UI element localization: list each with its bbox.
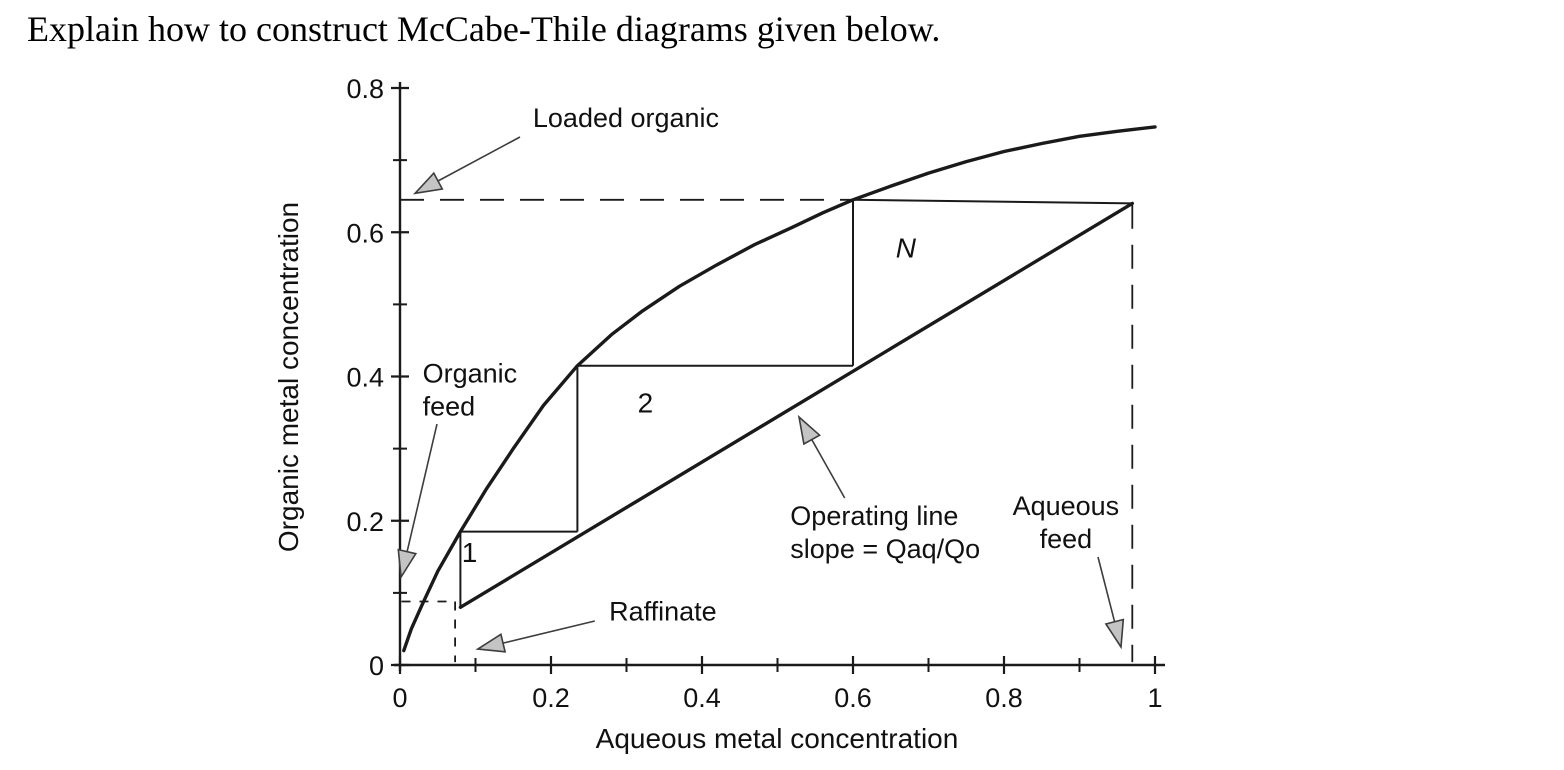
raffinate-arrow-line <box>502 620 595 644</box>
x-tick-label: 0.6 <box>834 683 872 713</box>
stage-label-N: N <box>896 233 917 264</box>
aqueous-feed-arrowhead-icon <box>1104 618 1125 650</box>
loaded-organic-arrowhead-icon <box>412 171 444 195</box>
raffinate-label-line: Raffinate <box>609 596 717 626</box>
y-axis-title: Organic metal concentration <box>273 202 304 552</box>
x-axis-title: Aqueous metal concentration <box>596 723 959 754</box>
x-tick-label: 1 <box>1147 683 1162 713</box>
organic-feed-label-line: Organic <box>423 358 518 388</box>
annotation-organic-feed: Organic feed <box>397 358 518 580</box>
operating-line-label-arrow-line <box>811 439 846 499</box>
organic-feed-label-line: feed <box>423 391 476 421</box>
x-tick-label: 0.8 <box>985 683 1023 713</box>
y-tick-label: 0 <box>369 651 384 681</box>
axis-tick-labels: 0 0.2 0.4 0.6 0.8 1 0 0.2 0.4 0.6 0.8 <box>346 74 1162 713</box>
y-tick-label: 0.6 <box>346 218 384 248</box>
y-tick-label: 0.2 <box>346 507 384 537</box>
operating-line-label-label-line: slope = Qaq/Qo <box>790 534 980 564</box>
stage-label-1: 1 <box>462 537 478 568</box>
operating-line-label-label-line: Operating line <box>790 501 958 531</box>
stage-label-2: 2 <box>638 388 654 419</box>
y-tick-label: 0.8 <box>346 74 384 104</box>
annotation-operating-line-label: Operating line slope = Qaq/Qo <box>790 414 980 564</box>
stage-step-line <box>852 198 1133 205</box>
aqueous-feed-arrow-line <box>1097 556 1116 622</box>
organic-feed-label: Organic feed <box>423 358 518 421</box>
annotation-raffinate: Raffinate <box>475 596 717 653</box>
annotation-aqueous-feed: Aqueous feed <box>1013 491 1125 650</box>
question-text: Explain how to construct McCabe-Thile di… <box>27 9 941 49</box>
dashed-guide-lines <box>400 198 1134 663</box>
organic-feed-arrowhead-icon <box>397 548 418 580</box>
aqueous-feed-label: Aqueous feed <box>1013 491 1120 554</box>
annotation-loaded-organic: Loaded organic <box>412 103 719 195</box>
x-tick-label: 0.2 <box>532 683 570 713</box>
series-lines <box>402 125 1157 653</box>
raffinate-label: Raffinate <box>609 596 717 626</box>
organic-feed-arrow-line <box>406 423 438 552</box>
y-tick-label: 0.4 <box>346 363 384 393</box>
axis-titles: Aqueous metal concentration Organic meta… <box>273 202 958 754</box>
stage-labels: 1 2 N <box>462 233 917 568</box>
loaded-organic-arrow-line <box>437 136 521 182</box>
axis-ticks <box>391 86 1157 674</box>
loaded-organic-label-line: Loaded organic <box>533 103 719 133</box>
aqueous-feed-label-line: feed <box>1040 524 1093 554</box>
loaded-organic-label: Loaded organic <box>533 103 719 133</box>
x-tick-label: 0.4 <box>683 683 721 713</box>
equilibrium-curve <box>402 125 1157 653</box>
aqueous-feed-label-line: Aqueous <box>1013 491 1120 521</box>
operating-line-label-label: Operating line slope = Qaq/Qo <box>790 501 980 564</box>
operating-line-label-arrowhead-icon <box>797 414 821 446</box>
x-tick-label: 0 <box>392 683 407 713</box>
raffinate-arrowhead-icon <box>475 633 507 653</box>
operating-line <box>458 201 1135 609</box>
stage-step-lines <box>459 198 1133 608</box>
